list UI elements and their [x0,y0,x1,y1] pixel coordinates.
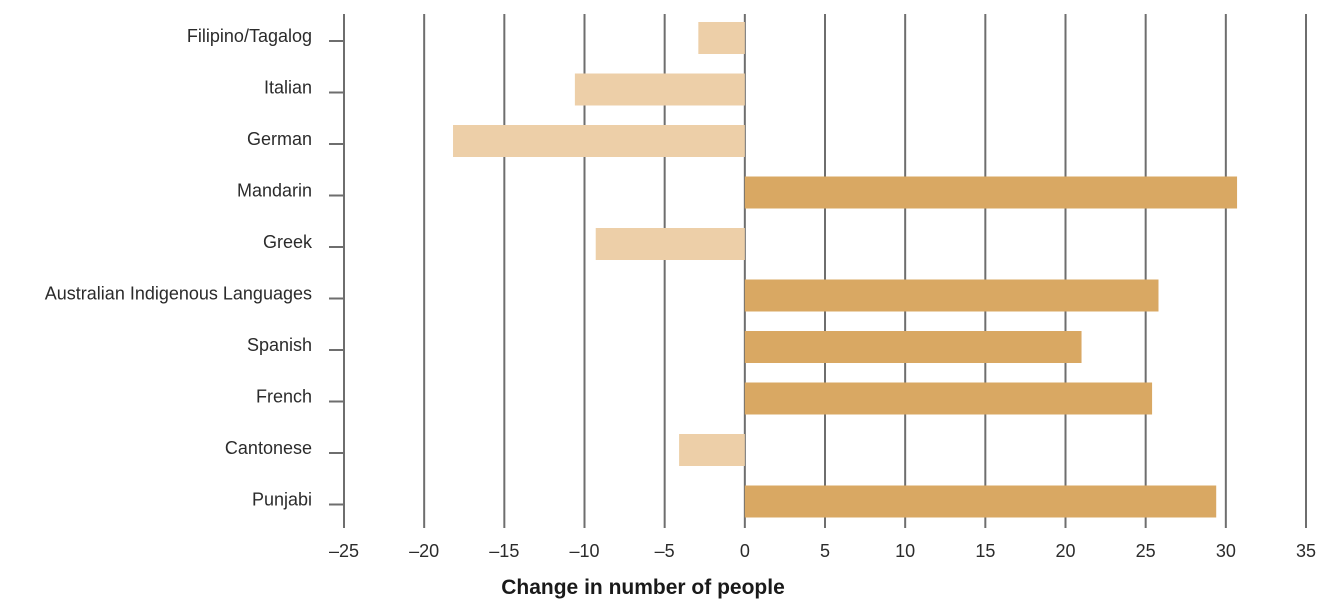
bars [453,22,1238,518]
x-tick-label: 10 [895,541,915,561]
x-tick-label: 5 [820,541,830,561]
category-label-australian-indigenous-languages: Australian Indigenous Languages [45,284,312,304]
x-tick-label: 30 [1216,541,1236,561]
bar-italian [574,73,745,106]
bar-filipino-tagalog [698,22,745,54]
bar-punjabi [744,485,1217,518]
category-label-french: French [256,387,312,407]
bar-greek [595,228,745,260]
x-axis-title: Change in number of people [501,576,785,599]
category-labels: Filipino/Tagalog Italian German Mandarin Gre… [45,26,313,510]
category-label-greek: Greek [263,232,313,252]
category-label-german: German [247,129,312,149]
gridlines [343,14,1307,528]
x-tick-label: 25 [1136,541,1156,561]
x-tick-label: 20 [1055,541,1075,561]
x-tick-label: –5 [655,541,675,561]
category-label-mandarin: Mandarin [237,181,312,201]
category-label-filipino-tagalog: Filipino/Tagalog [187,26,312,46]
category-label-punjabi: Punjabi [252,490,312,510]
x-tick-label: 0 [740,541,750,561]
bar-german [453,125,745,157]
x-tick-label: –15 [489,541,519,561]
bar-french [744,382,1153,415]
bar-australian-indigenous-languages [744,279,1159,312]
y-axis-ticks [329,40,344,506]
x-tick-label: –25 [329,541,359,561]
x-tick-label: –20 [409,541,439,561]
x-tick-label: 35 [1296,541,1316,561]
x-axis-tick-labels: –25 –20 –15 –10 –5 0 5 10 15 20 25 30 35 [329,541,1316,561]
category-label-cantonese: Cantonese [225,438,312,458]
bar-spanish [744,331,1082,363]
x-tick-label: 15 [975,541,995,561]
category-label-italian: Italian [264,78,312,98]
bar-cantonese [679,434,745,466]
x-tick-label: –10 [569,541,599,561]
category-label-spanish: Spanish [247,335,312,355]
bar-mandarin [744,176,1238,209]
